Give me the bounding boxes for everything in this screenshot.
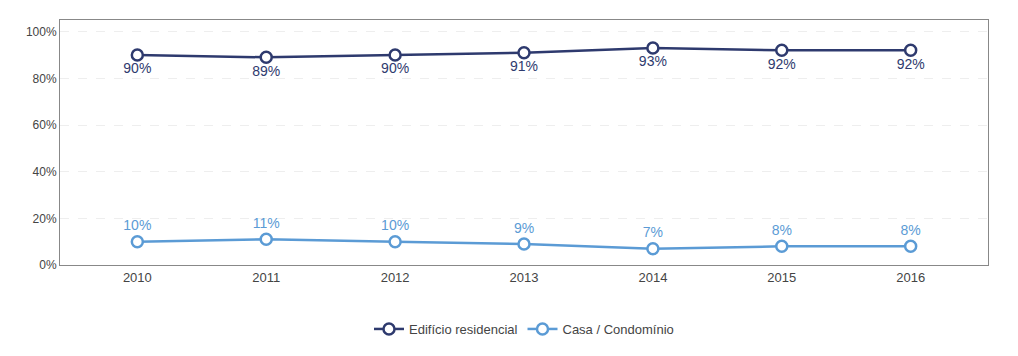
svg-text:2013: 2013	[510, 270, 539, 285]
svg-text:100%: 100%	[26, 25, 57, 39]
svg-text:90%: 90%	[123, 60, 151, 76]
svg-text:2012: 2012	[381, 270, 410, 285]
svg-text:89%: 89%	[252, 63, 280, 79]
svg-text:92%: 92%	[897, 56, 925, 72]
svg-text:11%: 11%	[253, 215, 280, 231]
svg-text:2011: 2011	[252, 270, 280, 285]
svg-text:9%: 9%	[514, 220, 534, 236]
svg-text:0%: 0%	[39, 258, 57, 272]
svg-text:Casa / Condomínio: Casa / Condomínio	[562, 322, 673, 337]
svg-text:20%: 20%	[33, 212, 57, 226]
svg-text:7%: 7%	[643, 224, 663, 240]
svg-text:80%: 80%	[33, 72, 57, 86]
svg-text:92%: 92%	[768, 56, 796, 72]
svg-text:2010: 2010	[123, 270, 152, 285]
svg-text:Edifício residencial: Edifício residencial	[409, 322, 517, 337]
svg-text:2016: 2016	[896, 270, 925, 285]
svg-text:90%: 90%	[381, 60, 409, 76]
svg-text:8%: 8%	[772, 222, 792, 238]
svg-text:2014: 2014	[638, 270, 667, 285]
svg-text:93%: 93%	[639, 53, 667, 69]
svg-text:10%: 10%	[123, 217, 151, 233]
svg-text:91%: 91%	[510, 58, 538, 74]
svg-text:60%: 60%	[33, 118, 57, 132]
svg-text:10%: 10%	[381, 217, 409, 233]
svg-text:2015: 2015	[767, 270, 796, 285]
svg-text:8%: 8%	[901, 222, 921, 238]
svg-text:40%: 40%	[33, 165, 57, 179]
